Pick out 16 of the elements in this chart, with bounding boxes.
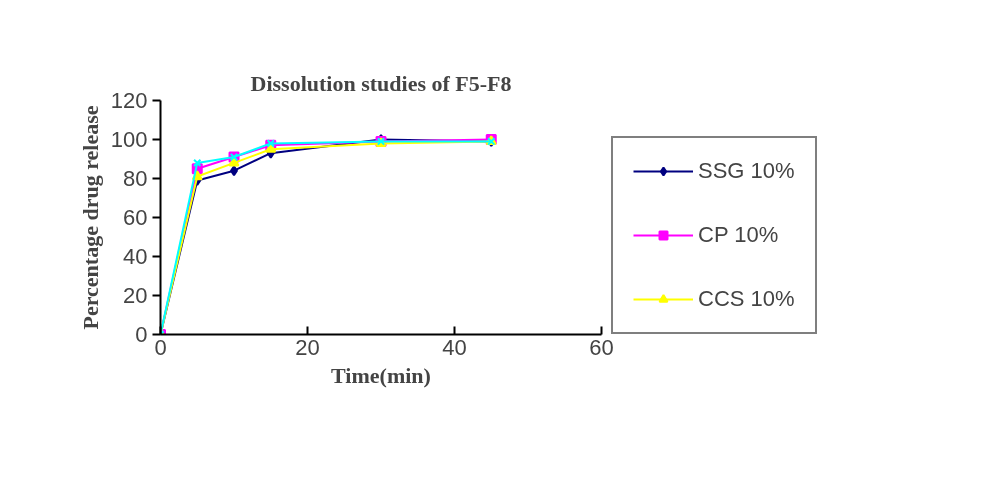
x-tick-label: 60	[589, 334, 614, 360]
x-tick-label: 40	[442, 334, 467, 360]
y-tick-label: 100	[110, 127, 148, 152]
y-tick-label: 40	[123, 244, 148, 269]
x-axis-title: Time(min)	[331, 362, 431, 388]
y-tick-label: 120	[110, 88, 148, 113]
y-tick-label: 80	[123, 166, 148, 191]
y-axis-title: Percentage drug release	[77, 105, 103, 330]
y-tick-label: 20	[123, 283, 148, 308]
legend-label: CP 10%	[698, 222, 779, 248]
legend-label: CCS 10%	[698, 286, 795, 312]
y-tick-label: 60	[123, 205, 148, 230]
x-tick-label: 20	[295, 334, 320, 360]
chart-title: Dissolution studies of F5-F8	[250, 70, 512, 96]
legend-label: SSG 10%	[698, 158, 795, 184]
x-tick-label: 0	[154, 334, 167, 360]
